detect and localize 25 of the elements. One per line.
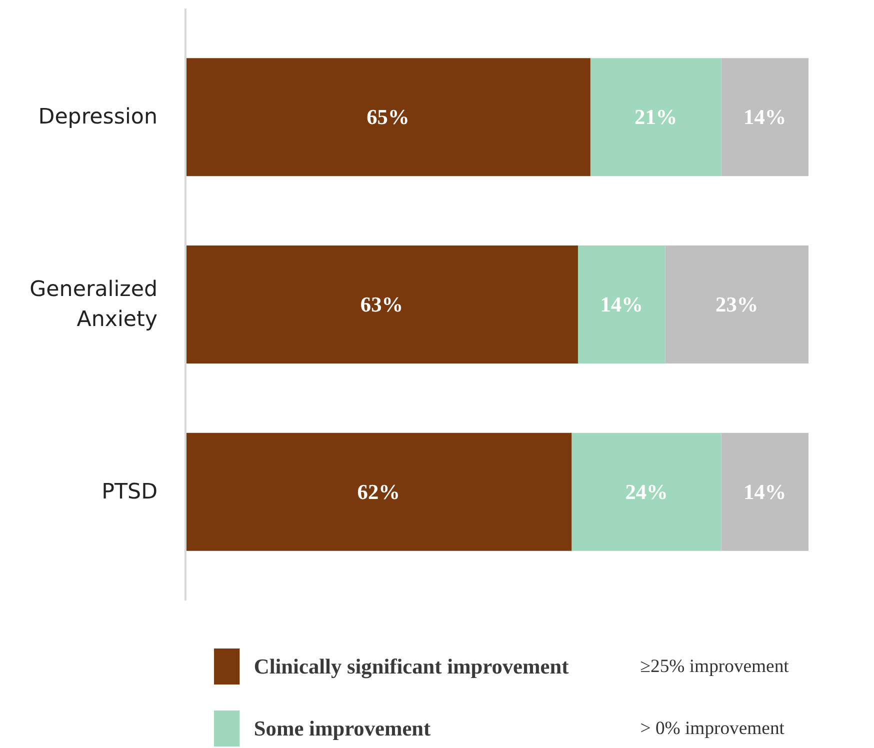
bar [590, 58, 722, 176]
legend-label: Some improvement [254, 716, 432, 740]
bar [572, 432, 722, 551]
bar [665, 245, 808, 364]
bar [186, 432, 572, 551]
bar [186, 58, 590, 176]
bar [186, 245, 578, 364]
data-label: 62% [357, 480, 400, 504]
bar [578, 245, 666, 364]
bar [721, 58, 808, 176]
data-label: 23% [716, 292, 758, 316]
data-label: 14% [744, 105, 786, 130]
text: ≥25% improvement [640, 656, 790, 677]
data-label: 65% [366, 105, 410, 130]
data-label: 21% [634, 105, 678, 130]
data-label: 14% [744, 480, 786, 504]
legend-label: Clinically significant improvement [254, 654, 570, 678]
text: > 0% improvement [640, 718, 786, 739]
y-tick-label: Generalized Anxiety [30, 277, 158, 332]
data-label: 24% [625, 480, 668, 504]
bar [721, 432, 808, 551]
y-tick-label: Depression [38, 104, 158, 130]
data-label: 14% [600, 292, 643, 316]
y-tick-label: PTSD [102, 479, 158, 504]
data-label: 63% [360, 292, 404, 316]
